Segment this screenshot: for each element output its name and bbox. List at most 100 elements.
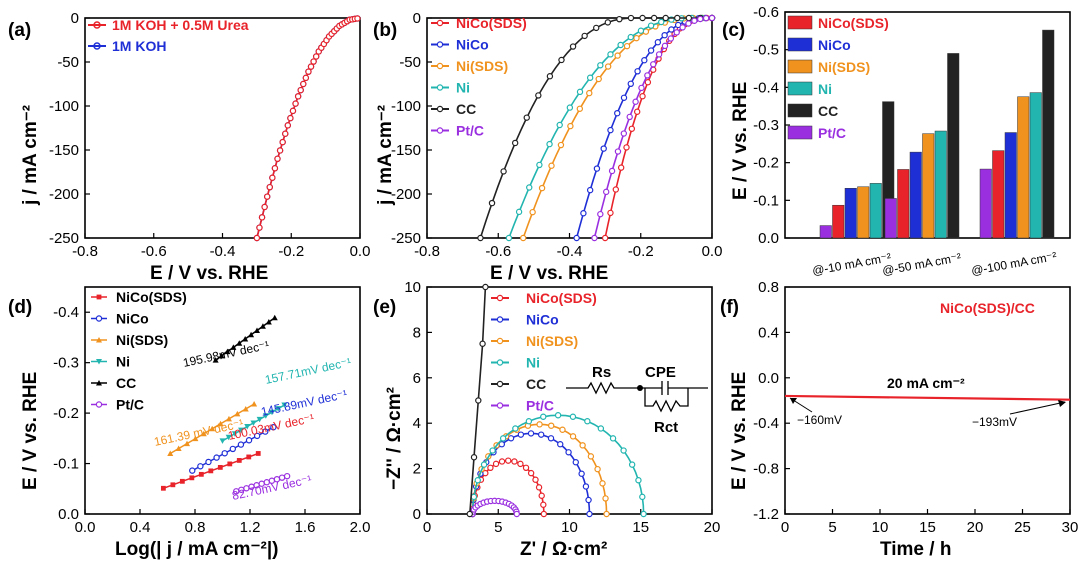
e-point-nico xyxy=(582,483,590,490)
b-point-pt-c xyxy=(620,130,628,137)
b-ytick-label: -50 xyxy=(399,54,421,71)
d-point-nico-sds xyxy=(208,468,214,474)
panel-b: (b) j / mA cm⁻² E / V vs. RHE -0.8 -0.6 -0… xyxy=(373,10,722,284)
panel-f-start-annotation: −160mV xyxy=(797,413,842,427)
b-point-pt-c xyxy=(655,51,663,58)
panel-c-ylabel: E / V vs. RHE xyxy=(730,82,751,200)
c-ytick-label: -0.3 xyxy=(753,117,779,134)
d-point-nico-sds xyxy=(198,471,204,477)
d-point-cc xyxy=(265,319,272,325)
panel-b-label: (b) xyxy=(373,20,397,41)
b-line-nico xyxy=(575,17,712,239)
e-legend-label-nico: NiCo xyxy=(526,312,559,328)
e-point-nico xyxy=(557,441,564,448)
e-ytick-label: 6 xyxy=(413,370,421,387)
a-point-1m-koh-0-5m-urea xyxy=(292,100,299,107)
c-legend-swatch-ni-sds xyxy=(787,59,813,74)
panel-a: (a) j / mA cm⁻² E / V vs. RHE -0.8 -0.6 -0… xyxy=(8,10,370,284)
a-point-1m-koh-0-5m-urea xyxy=(305,68,312,75)
e-point-pt-c xyxy=(513,510,520,518)
d-legend-marker-ni xyxy=(96,359,102,365)
d-point-ni xyxy=(238,427,245,434)
b-point-ni-sds xyxy=(529,208,536,216)
c-bar-nico-sds-2 xyxy=(992,150,1005,239)
b-point-cc xyxy=(535,92,542,99)
d-point-cc xyxy=(271,314,278,321)
panel-e-ylabel: −Z'' / Ω·cm² xyxy=(384,387,405,490)
f-ytick-label: 0.0 xyxy=(758,370,779,387)
d-point-ni-sds xyxy=(200,430,207,437)
b-point-pt-c xyxy=(650,61,657,68)
b-point-pt-c xyxy=(667,35,675,42)
c-legend-label-ni-sds: Ni(SDS) xyxy=(818,59,870,75)
b-ytick-label: 0 xyxy=(413,10,421,27)
a-ytick-label: -100 xyxy=(49,98,79,115)
d-xtick-label: 0.4 xyxy=(130,519,151,536)
d-point-ni xyxy=(262,413,269,419)
c-legend-swatch-ni xyxy=(787,81,813,96)
e-point-ni xyxy=(499,435,507,442)
d-legend-label-cc: CC xyxy=(116,375,136,391)
b-legend-label-pt-c: Pt/C xyxy=(456,123,484,139)
b-point-pt-c xyxy=(632,98,639,105)
b-point-nico xyxy=(580,210,587,217)
d-ytick-label: -0.4 xyxy=(53,304,79,321)
b-point-pt-c xyxy=(697,15,704,23)
b-legend-marker-pt-c xyxy=(436,127,444,134)
e-point-nico-sds xyxy=(527,469,535,477)
a-point-1m-koh-0-5m-urea xyxy=(258,214,266,221)
b-point-nico xyxy=(627,80,634,88)
e-ytick-label: 10 xyxy=(404,279,421,296)
e-legend-label-ni: Ni xyxy=(526,355,540,371)
e-legend-label-ni-sds: Ni(SDS) xyxy=(526,333,578,349)
panel-a-legend: 1M KOH + 0.5M Urea 1M KOH xyxy=(88,17,249,54)
b-point-pt-c xyxy=(602,188,610,196)
d-ytick-label: -0.3 xyxy=(53,355,79,372)
panel-d: (d) E / V vs. RHE Log(| j / mA cm⁻²|) 0.… xyxy=(8,286,370,560)
c-bar-nico-sds-1 xyxy=(897,169,910,239)
e-point-ni-sds xyxy=(548,422,555,429)
panel-f-xlabel: Time / h xyxy=(880,539,951,560)
d-point-ni xyxy=(275,406,282,412)
b-legend-label-nico: NiCo xyxy=(456,37,489,53)
b-ytick-label: -100 xyxy=(391,98,421,115)
f-ytick-label: -0.4 xyxy=(753,415,779,432)
d-point-nico-sds xyxy=(189,475,195,481)
f-ytick-label: -1.2 xyxy=(753,506,779,523)
d-point-cc xyxy=(236,340,243,346)
b-legend-marker-nico-sds xyxy=(436,19,444,27)
b-point-pt-c xyxy=(638,84,645,92)
b-point-ni xyxy=(505,234,513,242)
b-point-ni xyxy=(566,104,574,111)
b-point-nico-sds xyxy=(601,234,609,242)
a-line-1m-koh xyxy=(256,17,361,239)
a-xtick-label: -0.2 xyxy=(278,243,304,260)
e-point-ni xyxy=(554,412,562,419)
e-point-cc xyxy=(479,340,486,347)
e-point-nico xyxy=(565,449,572,456)
b-point-ni xyxy=(647,22,655,29)
b-point-ni-sds xyxy=(557,141,565,149)
b-point-nico xyxy=(661,31,668,39)
e-point-nico xyxy=(517,431,525,438)
c-ytick-label: -0.6 xyxy=(753,4,779,21)
e-point-ni xyxy=(628,461,636,468)
e-point-nico-sds xyxy=(538,492,545,499)
e-point-nico xyxy=(585,496,592,504)
d-point-ni xyxy=(244,424,251,430)
e-point-ni-sds xyxy=(587,453,595,460)
b-legend-label-ni: Ni xyxy=(456,80,470,96)
b-ytick-label: -200 xyxy=(391,186,421,203)
panel-f-current-annotation: 20 mA cm⁻² xyxy=(887,375,965,391)
c-category-label: @-10 mA cm⁻² xyxy=(811,250,892,278)
a-point-1m-koh-0-5m-urea xyxy=(300,80,307,88)
e-point-nico-sds xyxy=(492,460,500,468)
circuit-cpe xyxy=(640,381,708,395)
b-point-ni xyxy=(617,41,624,49)
b-point-ni-sds xyxy=(604,63,612,70)
b-point-ni xyxy=(515,208,523,216)
d-point-nico xyxy=(262,428,269,435)
e-point-ni-sds xyxy=(536,421,543,428)
d-ytick-label: -0.1 xyxy=(53,456,79,473)
b-point-nico-sds xyxy=(617,164,625,171)
